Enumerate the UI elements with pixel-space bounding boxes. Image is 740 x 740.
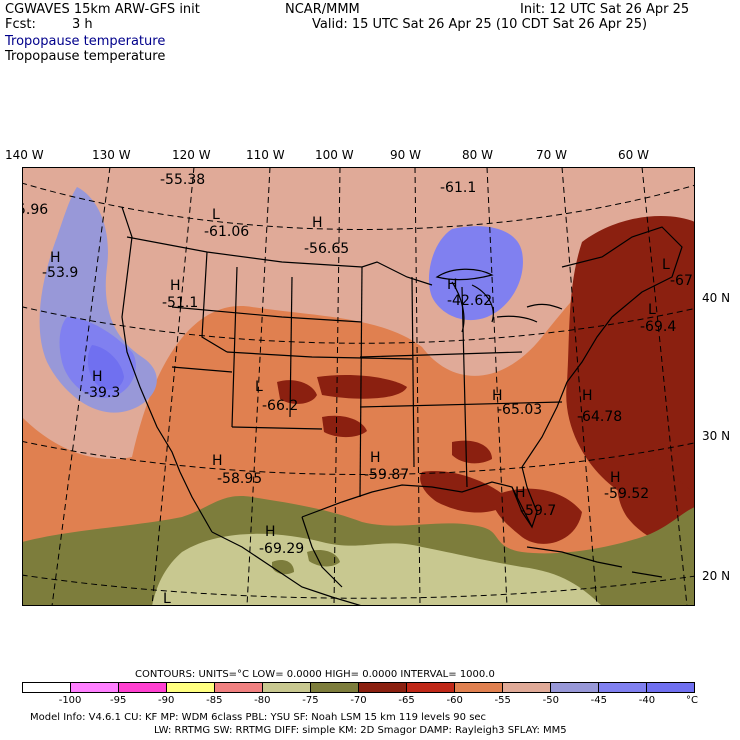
- center-type: L: [648, 302, 656, 318]
- colorbar-swatch: [263, 683, 311, 692]
- colorbar-swatch: [599, 683, 647, 692]
- center-type: H: [370, 450, 381, 466]
- colorbar-label: -95: [109, 695, 127, 706]
- lat-label: 20 N: [702, 569, 731, 583]
- center-type: H: [50, 250, 61, 266]
- lat-label: 40 N: [702, 291, 731, 305]
- valid-time: Valid: 15 UTC Sat 26 Apr 25 (10 CDT Sat …: [312, 17, 648, 32]
- center-value: -56.65: [304, 241, 349, 257]
- map-frame: [22, 167, 695, 606]
- colorbar-label: -85: [206, 695, 223, 706]
- center-type: H: [582, 388, 593, 404]
- field-name-contour: Tropopause temperature: [5, 49, 166, 64]
- lon-label: 140 W: [5, 148, 44, 162]
- partial-value: 5.96: [22, 202, 48, 218]
- center-value: -53.9: [42, 265, 78, 281]
- colorbar-swatch: [647, 683, 694, 692]
- colorbar-label: -80: [254, 695, 271, 706]
- center-type: H: [92, 369, 103, 385]
- forecast-hour: 3 h: [72, 17, 93, 32]
- center-value: -39.3: [84, 385, 120, 401]
- lon-label: 90 W: [390, 148, 421, 162]
- center-value: -69.29: [259, 541, 304, 557]
- colorbar-swatch: [311, 683, 359, 692]
- init-time: Init: 12 UTC Sat 26 Apr 25: [520, 2, 690, 17]
- center-type: H: [265, 524, 276, 540]
- center-value: -64.78: [577, 409, 622, 425]
- colorbar-label: -90: [158, 695, 175, 706]
- contour-labels: 5.96 H -53.9 H -39.3 -55.38 L -61.06 H -…: [22, 172, 693, 606]
- colorbar-swatch: [71, 683, 119, 692]
- center-value: -59.87: [364, 467, 409, 483]
- center-value: -61.06: [204, 224, 249, 240]
- lon-label: 60 W: [618, 148, 649, 162]
- model-info-line1: Model Info: V4.6.1 CU: KF MP: WDM 6class…: [30, 712, 487, 723]
- center-value: -69.4: [640, 319, 676, 335]
- colorbar-label: -70: [350, 695, 367, 706]
- field-name-shaded: Tropopause temperature: [5, 34, 166, 49]
- center-type: H: [492, 388, 503, 404]
- lon-label: 110 W: [246, 148, 285, 162]
- colorbar-swatch: [119, 683, 167, 692]
- center-type: H: [170, 278, 181, 294]
- colorbar-label: -100: [58, 695, 82, 706]
- tropopause-temperature-map: 5.96 H -53.9 H -39.3 -55.38 L -61.06 H -…: [22, 167, 695, 606]
- colorbar-label: -40: [638, 695, 656, 706]
- colorbar-swatch: [551, 683, 599, 692]
- forecast-label: Fcst:: [5, 17, 36, 32]
- center-value: -61.1: [440, 180, 476, 196]
- model-info-line2: LW: RRTMG SW: RRTMG DIFF: simple KM: 2D …: [154, 725, 567, 736]
- colorbar-label: -50: [542, 695, 559, 706]
- center-value: -66.2: [262, 398, 298, 414]
- center-type: L: [662, 257, 670, 273]
- colorbar-label: -45: [590, 695, 608, 706]
- colorbar: [22, 682, 695, 693]
- colorbar-label: °C: [686, 695, 698, 706]
- center-type: H: [447, 277, 458, 293]
- colorbar-label: -60: [446, 695, 463, 706]
- center-value: -65.03: [497, 402, 542, 418]
- lon-label: 130 W: [92, 148, 131, 162]
- lon-label: 70 W: [536, 148, 567, 162]
- lon-label: 80 W: [462, 148, 493, 162]
- center-value: -42.62: [447, 293, 492, 309]
- center-value: -59.52: [604, 486, 649, 502]
- center-type: H: [212, 453, 223, 469]
- center-value: -58.95: [217, 471, 262, 487]
- map-title: CGWAVES 15km ARW-GFS init: [5, 2, 200, 17]
- colorbar-swatch: [455, 683, 503, 692]
- colorbar-label: -65: [398, 695, 415, 706]
- center-type: H: [312, 215, 323, 231]
- center-type: H: [515, 485, 526, 501]
- colorbar-label: -55: [494, 695, 511, 706]
- center-value: -67: [670, 273, 693, 289]
- lon-label: 120 W: [172, 148, 211, 162]
- center-value: -55.38: [160, 172, 205, 188]
- center-type: H: [610, 470, 621, 486]
- colorbar-label: -75: [302, 695, 319, 706]
- center-value: -59.7: [520, 503, 556, 519]
- center-type: L: [163, 591, 171, 606]
- colorbar-swatch: [407, 683, 455, 692]
- colorbar-swatch: [215, 683, 263, 692]
- lat-label: 30 N: [702, 429, 731, 443]
- organization-label: NCAR/MMM: [285, 2, 360, 17]
- lon-label: 100 W: [315, 148, 354, 162]
- contour-info: CONTOURS: UNITS=°C LOW= 0.0000 HIGH= 0.0…: [135, 669, 495, 680]
- colorbar-swatch: [359, 683, 407, 692]
- center-type: L: [255, 379, 263, 395]
- center-type: L: [212, 207, 220, 223]
- colorbar-swatch: [167, 683, 215, 692]
- colorbar-swatch: [23, 683, 71, 692]
- center-value: -51.1: [162, 295, 198, 311]
- colorbar-swatch: [503, 683, 551, 692]
